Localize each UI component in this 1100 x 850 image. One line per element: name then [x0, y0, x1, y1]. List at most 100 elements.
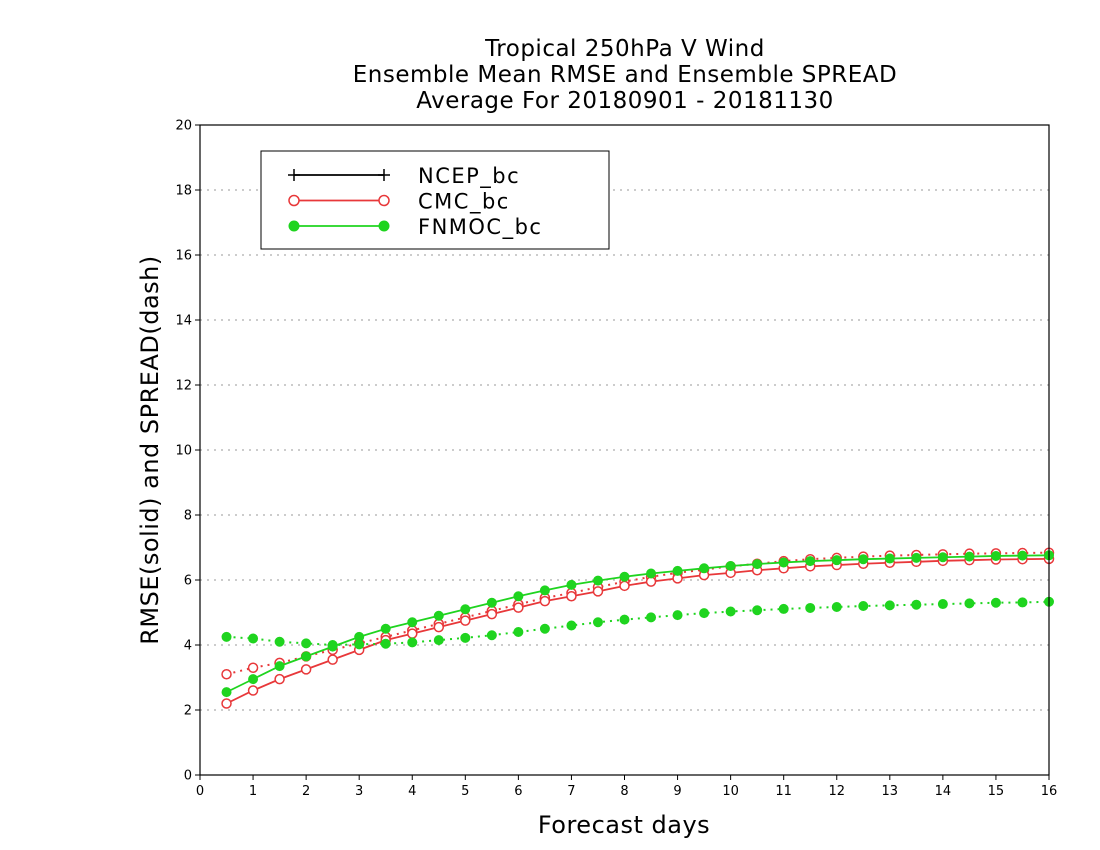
series-line: [226, 554, 1050, 693]
title-line-1: Tropical 250hPa V Wind: [485, 36, 765, 62]
data-point: [486, 630, 497, 641]
data-point: [247, 662, 259, 673]
data-point: [486, 597, 497, 608]
x-tick-label: 14: [935, 784, 952, 799]
data-point: [539, 623, 550, 634]
legend-label: CMC_bc: [418, 190, 510, 215]
x-tick-label: 12: [828, 784, 845, 799]
plot-frame: [199, 124, 1050, 776]
data-point: [884, 553, 895, 564]
data-point: [1017, 597, 1028, 608]
x-tick-label: 0: [196, 784, 204, 799]
legend-entry: CMC_bc: [288, 190, 510, 215]
data-point: [288, 220, 300, 232]
data-point: [248, 633, 259, 644]
y-tick-label: 12: [175, 379, 192, 394]
data-point: [752, 605, 763, 616]
series-CMC_bc-rmse: [221, 553, 1055, 709]
title-line-2: Ensemble Mean RMSE and Ensemble SPREAD: [352, 62, 898, 88]
data-point: [672, 565, 683, 576]
data-point: [274, 661, 285, 672]
data-point: [911, 552, 922, 563]
y-tick-label: 8: [184, 509, 192, 524]
data-point: [513, 602, 524, 613]
data-point: [964, 598, 975, 609]
series-line: [226, 551, 1050, 676]
data-point: [805, 556, 816, 567]
data-point: [301, 638, 312, 649]
data-point: [619, 571, 630, 582]
data-point: [378, 169, 390, 181]
series-layer: [221, 547, 1055, 709]
x-tick-label: 6: [514, 784, 522, 799]
legend-entry: FNMOC_bc: [288, 215, 542, 240]
data-point: [380, 623, 391, 634]
series-FNMOC_bc-rmse: [221, 550, 1054, 698]
x-tick-label: 3: [355, 784, 363, 799]
data-point: [248, 674, 259, 685]
data-point: [778, 603, 789, 614]
data-point: [300, 664, 312, 675]
title-line-3: Average For 20180901 - 20181130: [416, 88, 834, 114]
x-tick-label: 16: [1041, 784, 1058, 799]
x-tick-label: 1: [249, 784, 257, 799]
data-point: [566, 579, 577, 590]
x-tick-label: 2: [302, 784, 310, 799]
y-tick-label: 6: [184, 574, 192, 589]
data-point: [831, 601, 842, 612]
data-point: [725, 606, 736, 617]
data-point: [566, 620, 577, 631]
data-point: [460, 604, 471, 615]
y-tick-label: 0: [184, 769, 192, 784]
data-point: [380, 638, 391, 649]
data-point: [460, 615, 471, 626]
data-point: [407, 628, 418, 639]
data-point: [327, 641, 338, 652]
y-tick-label: 2: [184, 704, 192, 719]
y-tick-label: 14: [175, 314, 192, 329]
data-point: [247, 685, 259, 696]
data-point: [990, 550, 1001, 561]
x-tick-label: 9: [673, 784, 681, 799]
y-tick-label: 16: [175, 249, 192, 264]
data-point: [699, 563, 710, 574]
y-tick-label: 10: [175, 444, 192, 459]
data-point: [646, 612, 657, 623]
data-point: [699, 608, 710, 619]
data-point: [672, 610, 683, 621]
data-point: [407, 617, 418, 628]
data-point: [378, 220, 390, 232]
data-point: [539, 595, 551, 607]
data-point: [858, 554, 869, 565]
data-point: [433, 610, 444, 621]
data-point: [964, 551, 975, 562]
data-point: [752, 559, 763, 570]
grid-lines: [200, 189, 1049, 711]
data-point: [221, 698, 232, 709]
data-point: [619, 614, 630, 625]
data-point: [288, 169, 300, 181]
data-point: [221, 669, 232, 680]
x-tick-label: 7: [567, 784, 575, 799]
data-point: [288, 194, 300, 207]
data-point: [407, 637, 418, 648]
series-CMC_bc-spread: [221, 547, 1055, 680]
x-tick-label: 4: [408, 784, 416, 799]
series-line: [226, 557, 1050, 705]
data-point: [592, 617, 603, 628]
data-point: [221, 687, 232, 698]
y-tick-label: 18: [175, 184, 192, 199]
x-tick-label: 10: [722, 784, 739, 799]
data-point: [274, 636, 285, 647]
y-tick-label: 20: [175, 119, 192, 134]
data-point: [354, 631, 365, 642]
data-point: [1017, 550, 1028, 561]
x-axis-title: Forecast days: [538, 811, 710, 839]
data-point: [433, 621, 445, 633]
legend-label: FNMOC_bc: [418, 215, 542, 240]
data-point: [725, 561, 736, 572]
data-point: [513, 591, 524, 602]
data-point: [221, 631, 232, 642]
